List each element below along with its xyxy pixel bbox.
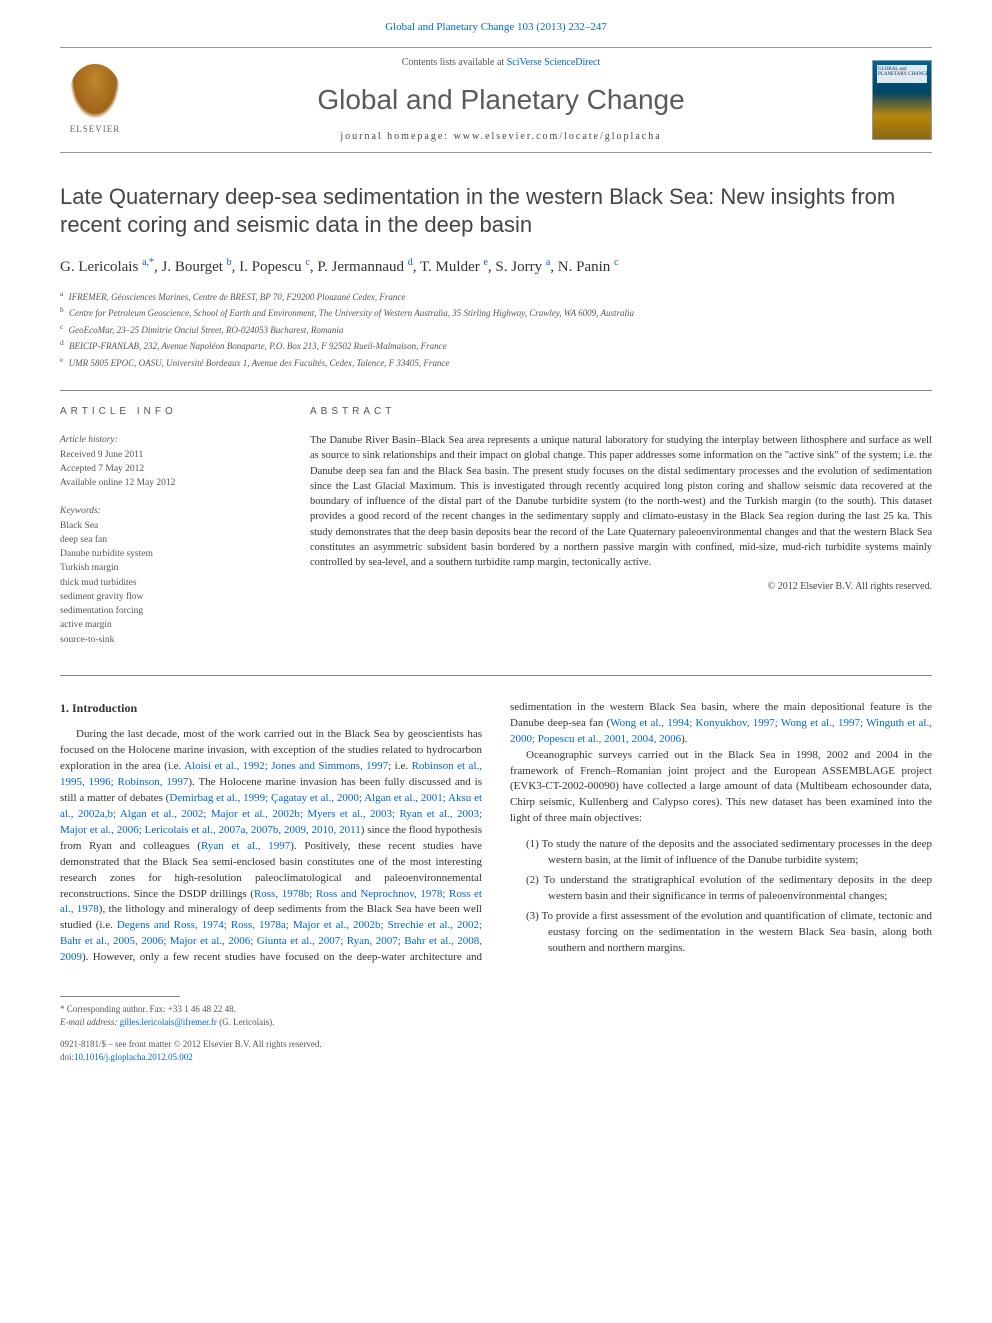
citation-link[interactable]: Degens and Ross, 1974; Ross, 1978a; Majo…	[60, 919, 482, 963]
page-footer: * Corresponding author. Fax: +33 1 46 48…	[60, 996, 932, 1063]
keyword-item: Black Sea	[60, 519, 280, 533]
citation-link[interactable]: Ryan et al., 1997	[201, 840, 290, 852]
online-date: Available online 12 May 2012	[60, 476, 280, 490]
contents-line: Contents lists available at SciVerse Sci…	[130, 56, 872, 70]
keyword-item: source-to-sink	[60, 633, 280, 647]
intro-heading: 1. Introduction	[60, 700, 482, 717]
contents-prefix: Contents lists available at	[402, 57, 507, 68]
objectives-list: (1) To study the nature of the deposits …	[526, 837, 932, 957]
homepage-prefix: journal homepage:	[340, 131, 453, 142]
corresponding-author: * Corresponding author. Fax: +33 1 46 48…	[60, 1003, 932, 1016]
info-abstract-row: article info Article history: Received 9…	[60, 405, 932, 661]
objective-item: (2) To understand the stratigraphical ev…	[526, 873, 932, 905]
authors-line: G. Lericolais a,*, J. Bourget b, I. Pope…	[60, 256, 932, 278]
keywords-label: Keywords:	[60, 504, 280, 518]
affiliation-line: d BEICIP-FRANLAB, 232, Avenue Napoléon B…	[60, 337, 932, 354]
divider-bottom	[60, 675, 932, 676]
elsevier-tree-icon	[70, 64, 120, 119]
journal-cover-thumbnail: GLOBAL and PLANETARY CHANGE	[872, 60, 932, 140]
keyword-item: sediment gravity flow	[60, 590, 280, 604]
citation-link[interactable]: Demirbag et al., 1999; Çagatay et al., 2…	[60, 792, 482, 836]
email-line: E-mail address: gilles.lericolais@ifreme…	[60, 1016, 932, 1029]
keyword-item: Danube turbidite system	[60, 547, 280, 561]
objective-item: (3) To provide a first assessment of the…	[526, 909, 932, 957]
journal-name: Global and Planetary Change	[130, 80, 872, 119]
affiliation-line: b Centre for Petroleum Geoscience, Schoo…	[60, 304, 932, 321]
sciencedirect-link[interactable]: SciVerse ScienceDirect	[507, 57, 601, 68]
homepage-line: journal homepage: www.elsevier.com/locat…	[130, 130, 872, 144]
keyword-item: Turkish margin	[60, 561, 280, 575]
citation-link[interactable]: Aloisi et al., 1992; Jones and Simmons, …	[184, 760, 388, 772]
intro-para-2: Oceanographic surveys carried out in the…	[510, 748, 932, 828]
keywords-block: Keywords: Black Seadeep sea fanDanube tu…	[60, 504, 280, 647]
email-label: E-mail address:	[60, 1017, 120, 1027]
objective-item: (1) To study the nature of the deposits …	[526, 837, 932, 869]
citation-link[interactable]: Ross, 1978b; Ross and Neprochnov, 1978; …	[60, 888, 482, 916]
abstract-column: abstract The Danube River Basin–Black Se…	[310, 405, 932, 661]
keywords-list: Black Seadeep sea fanDanube turbidite sy…	[60, 519, 280, 647]
affiliation-line: c GeoEcoMar, 23–25 Dimitrie Onciul Stree…	[60, 321, 932, 338]
affiliations-block: a IFREMER, Géosciences Marines, Centre d…	[60, 288, 932, 371]
keyword-item: active margin	[60, 618, 280, 632]
journal-header: ELSEVIER Contents lists available at Sci…	[60, 47, 932, 152]
abstract-heading: abstract	[310, 405, 932, 419]
email-link[interactable]: gilles.lericolais@ifremer.fr	[120, 1017, 217, 1027]
doi-link[interactable]: 10.1016/j.gloplacha.2012.05.002	[74, 1052, 193, 1062]
keyword-item: thick mud turbidites	[60, 576, 280, 590]
journal-cover-text: GLOBAL and PLANETARY CHANGE	[878, 67, 931, 78]
front-matter: 0921-8181/$ – see front matter © 2012 El…	[60, 1038, 932, 1051]
affiliation-line: a IFREMER, Géosciences Marines, Centre d…	[60, 288, 932, 305]
elsevier-logo: ELSEVIER	[60, 60, 130, 140]
keyword-item: deep sea fan	[60, 533, 280, 547]
article-history: Article history: Received 9 June 2011 Ac…	[60, 433, 280, 490]
citation-link[interactable]: Wong et al., 1994; Konyukhov, 1997; Wong…	[510, 717, 932, 745]
history-label: Article history:	[60, 433, 280, 447]
article-info-column: article info Article history: Received 9…	[60, 405, 280, 661]
article-title: Late Quaternary deep-sea sedimentation i…	[60, 183, 932, 240]
abstract-copyright: © 2012 Elsevier B.V. All rights reserved…	[310, 580, 932, 594]
affiliation-line: e UMR 5805 EPOC, OASU, Université Bordea…	[60, 354, 932, 371]
doi-line: doi:10.1016/j.gloplacha.2012.05.002	[60, 1051, 932, 1064]
received-date: Received 9 June 2011	[60, 448, 280, 462]
top-citation: Global and Planetary Change 103 (2013) 2…	[60, 20, 932, 35]
abstract-text: The Danube River Basin–Black Sea area re…	[310, 433, 932, 570]
keyword-item: sedimentation forcing	[60, 604, 280, 618]
email-suffix: (G. Lericolais).	[217, 1017, 274, 1027]
elsevier-label: ELSEVIER	[70, 123, 121, 136]
header-center: Contents lists available at SciVerse Sci…	[130, 56, 872, 143]
homepage-url: www.elsevier.com/locate/gloplacha	[454, 131, 662, 142]
footer-divider	[60, 996, 180, 997]
article-info-heading: article info	[60, 405, 280, 419]
body-text: 1. Introduction During the last decade, …	[60, 700, 932, 966]
divider-top	[60, 390, 932, 391]
accepted-date: Accepted 7 May 2012	[60, 462, 280, 476]
doi-label: doi:	[60, 1052, 74, 1062]
